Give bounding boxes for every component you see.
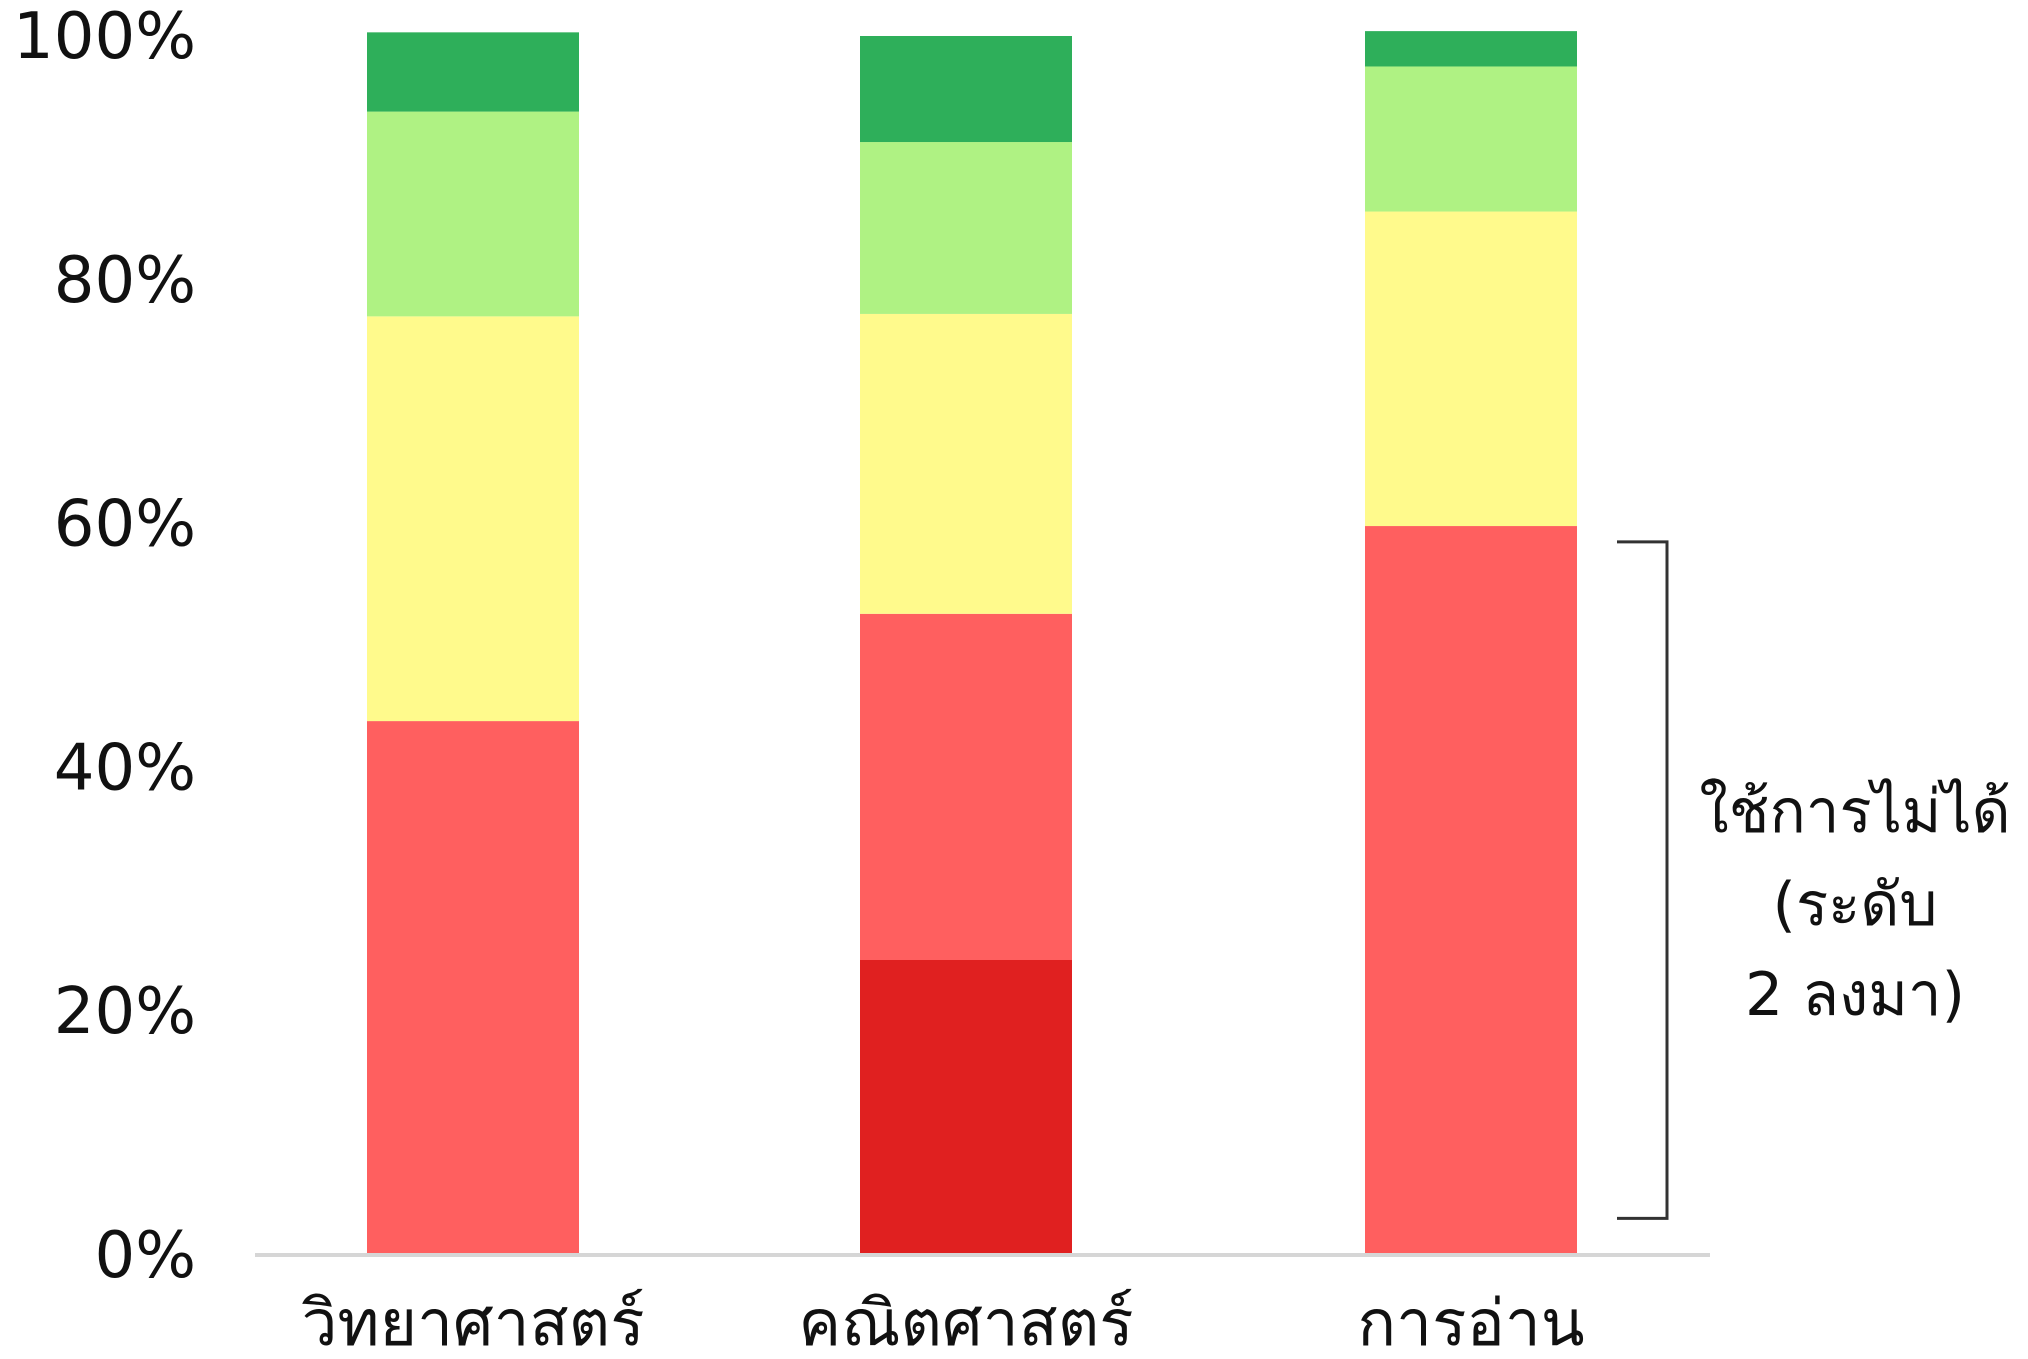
bar-segment-1-3 [367, 316, 579, 721]
annotation-line-3: 2 ลงมา) [1745, 960, 1965, 1030]
y-tick-label: 20% [54, 975, 196, 1049]
bar-segment-2-4 [860, 142, 1072, 314]
bar-segment-3-4 [1365, 66, 1577, 211]
bar-segment-3-2 [1365, 526, 1577, 1255]
y-tick-label: 80% [54, 244, 196, 318]
bar-segment-2-5 [860, 36, 1072, 142]
bar-segment-2-2 [860, 614, 1072, 960]
y-tick-label: 100% [13, 0, 196, 74]
x-axis-labels: วิทยาศาสตร์ คณิตศาสตร์ การอ่าน [301, 1287, 1584, 1359]
bar-segment-2-1 [860, 960, 1072, 1255]
x-category-label: วิทยาศาสตร์ [301, 1287, 644, 1359]
bar-stack-1 [367, 32, 579, 1255]
annotation-line-1: ใช้การไม่ได้ [1699, 777, 2010, 847]
bar-segment-1-5 [367, 32, 579, 111]
bar-segment-3-3 [1365, 212, 1577, 527]
annotation-line-2: (ระดับ [1773, 870, 1938, 940]
annotation: ใช้การไม่ได้ (ระดับ 2 ลงมา) [1617, 542, 2011, 1219]
x-category-label: คณิตศาสตร์ [798, 1287, 1133, 1359]
y-axis-ticks: 0% 20% 40% 60% 80% 100% [13, 0, 196, 1293]
bar-segment-1-4 [367, 112, 579, 317]
bar-segment-1-2 [367, 721, 579, 1255]
bar-segment-2-3 [860, 314, 1072, 614]
bar-stack-2 [860, 36, 1072, 1255]
y-tick-label: 0% [94, 1219, 196, 1293]
y-tick-label: 60% [54, 488, 196, 562]
bars-layer [367, 31, 1577, 1255]
annotation-bracket [1617, 542, 1667, 1219]
bar-stack-3 [1365, 31, 1577, 1255]
bar-segment-3-5 [1365, 31, 1577, 66]
x-category-label: การอ่าน [1357, 1287, 1584, 1359]
y-tick-label: 40% [54, 731, 196, 805]
